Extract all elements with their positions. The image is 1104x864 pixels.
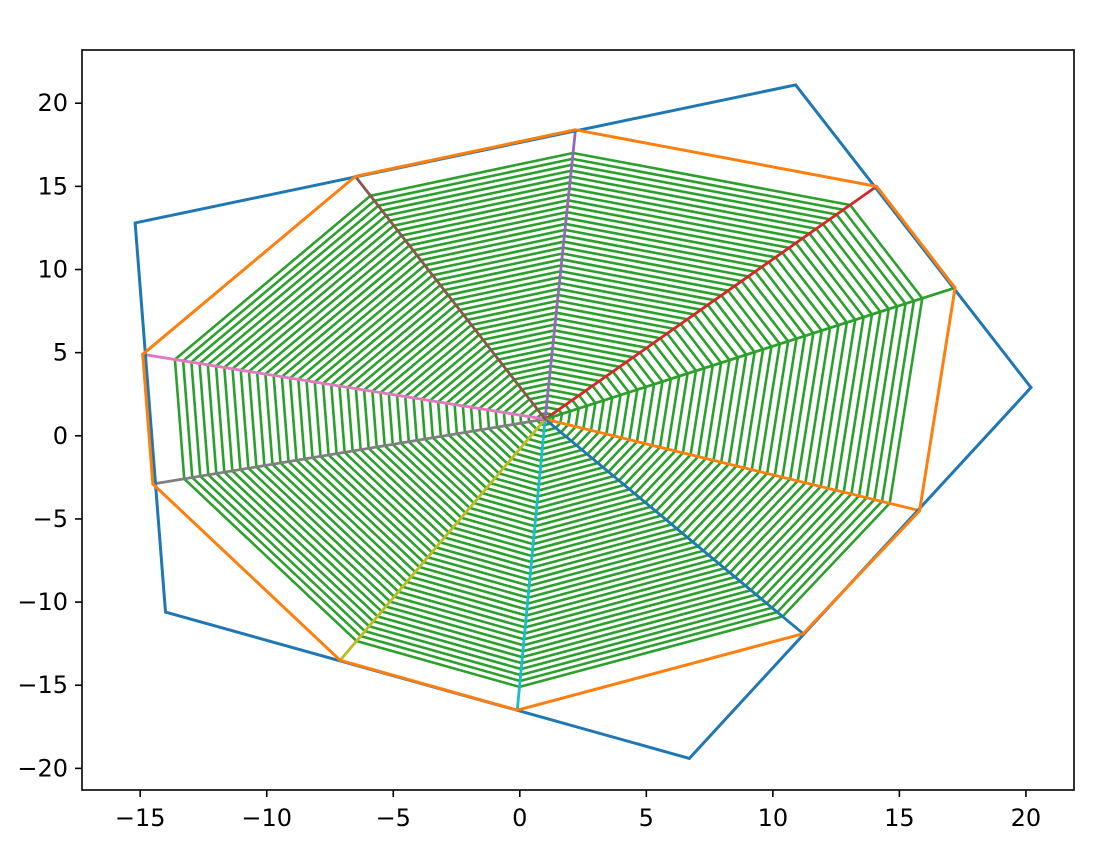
y-tick-label: −10 (17, 588, 68, 616)
spoke-line (543, 417, 805, 636)
y-tick-label: −20 (17, 754, 68, 782)
spoke-line (543, 286, 957, 421)
spoke-line (141, 352, 547, 421)
x-tick-label: 0 (512, 804, 527, 832)
spoke-line (543, 417, 922, 513)
series-layer (133, 83, 1033, 761)
y-tick-label: −5 (33, 505, 68, 533)
x-tick-label: −15 (115, 804, 166, 832)
spoke-line (338, 417, 547, 662)
x-tick-label: −10 (241, 804, 292, 832)
spoke-line (543, 184, 879, 421)
axis-layer: −15 −10 −5 0 5 10 15 20 −20 −15 −10 −5 0 5 10 15 20 (17, 89, 1041, 832)
y-tick-label: 10 (37, 256, 68, 284)
x-tick-label: 5 (639, 804, 654, 832)
x-tick-label: −5 (376, 804, 411, 832)
spoke-line (515, 417, 547, 712)
inner-polygon (141, 128, 957, 712)
x-tick-label: 15 (884, 804, 915, 832)
x-tick-label: 10 (758, 804, 789, 832)
x-tick-label: 20 (1011, 804, 1042, 832)
y-tick-label: 15 (37, 172, 68, 200)
y-tick-label: 5 (53, 339, 68, 367)
spoke-line (151, 417, 547, 486)
y-tick-label: −15 (17, 671, 68, 699)
spoke-line (543, 128, 577, 421)
plot-frame (81, 49, 1075, 791)
y-tick-label: 20 (37, 89, 68, 117)
y-tick-label: 0 (53, 422, 68, 450)
spoke-line (353, 174, 547, 421)
